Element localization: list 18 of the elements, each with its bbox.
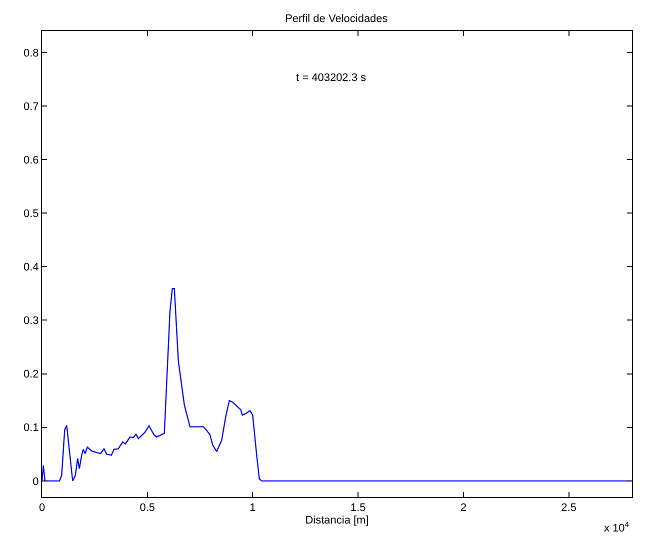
y-tick-label: 0.7 [24, 100, 39, 113]
x-tick-label: 2.5 [561, 502, 576, 514]
x-tick-label: 0.5 [140, 502, 156, 514]
y-tick-label: 0.5 [24, 208, 39, 220]
y-tick-label: 0.4 [24, 262, 39, 274]
y-tick-label: 0 [32, 476, 39, 488]
x-tick-label: 1 [250, 502, 256, 514]
chart-title: Perfil de Velocidades [285, 12, 388, 25]
y-tick-label: 0.8 [24, 47, 39, 60]
x-tick-label: 2 [460, 502, 466, 514]
y-tick-label: 0.1 [24, 422, 39, 434]
y-tick-label: 0.2 [24, 368, 39, 381]
text: x 10$^{4}$ [604, 520, 630, 535]
x-tick-label: 1.5 [350, 502, 366, 514]
y-tick-label: 0.3 [24, 315, 39, 328]
annotation: t = 403202.3 s [296, 72, 367, 84]
x-axis-title: Distancia [m] [305, 514, 369, 526]
y-tick-label: 0.6 [24, 154, 39, 166]
